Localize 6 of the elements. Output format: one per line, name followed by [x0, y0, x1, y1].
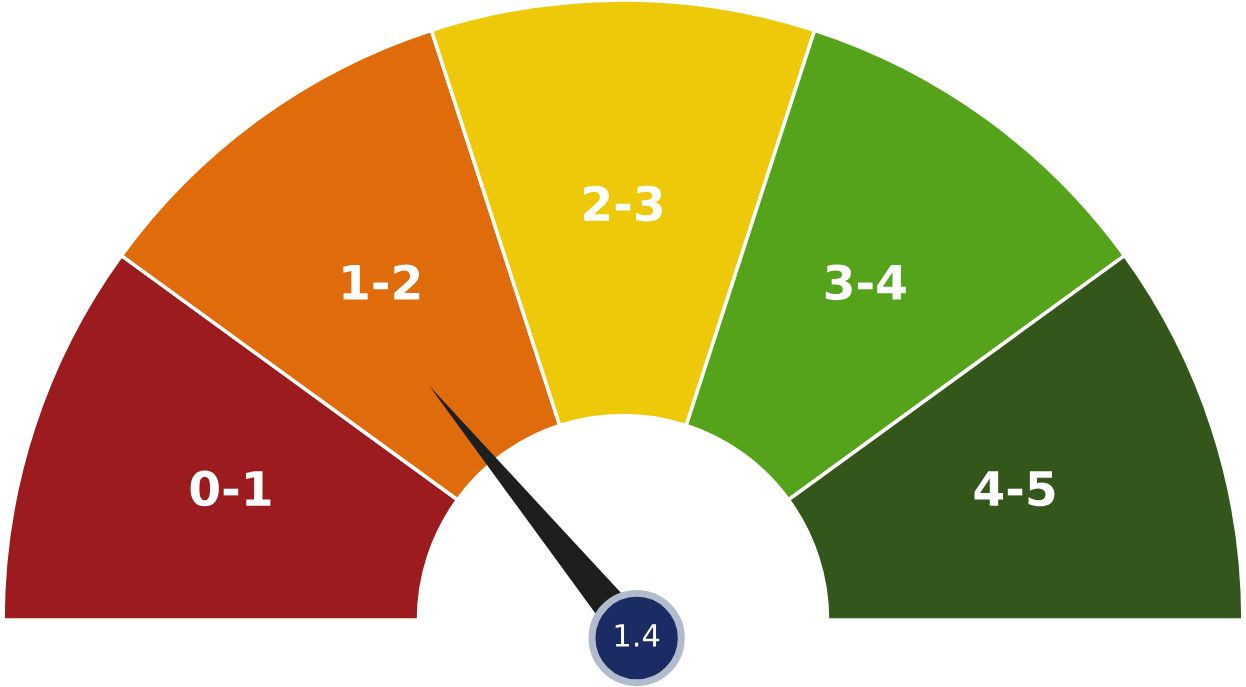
slice-label: 2-3: [584, 185, 662, 222]
slice-label: 1-2: [343, 264, 420, 300]
text: 1.4: [615, 624, 660, 647]
slice-label: 4-5: [974, 471, 1055, 507]
slice-label: 3-4: [825, 264, 906, 301]
slice-label: 0-1: [190, 470, 271, 507]
